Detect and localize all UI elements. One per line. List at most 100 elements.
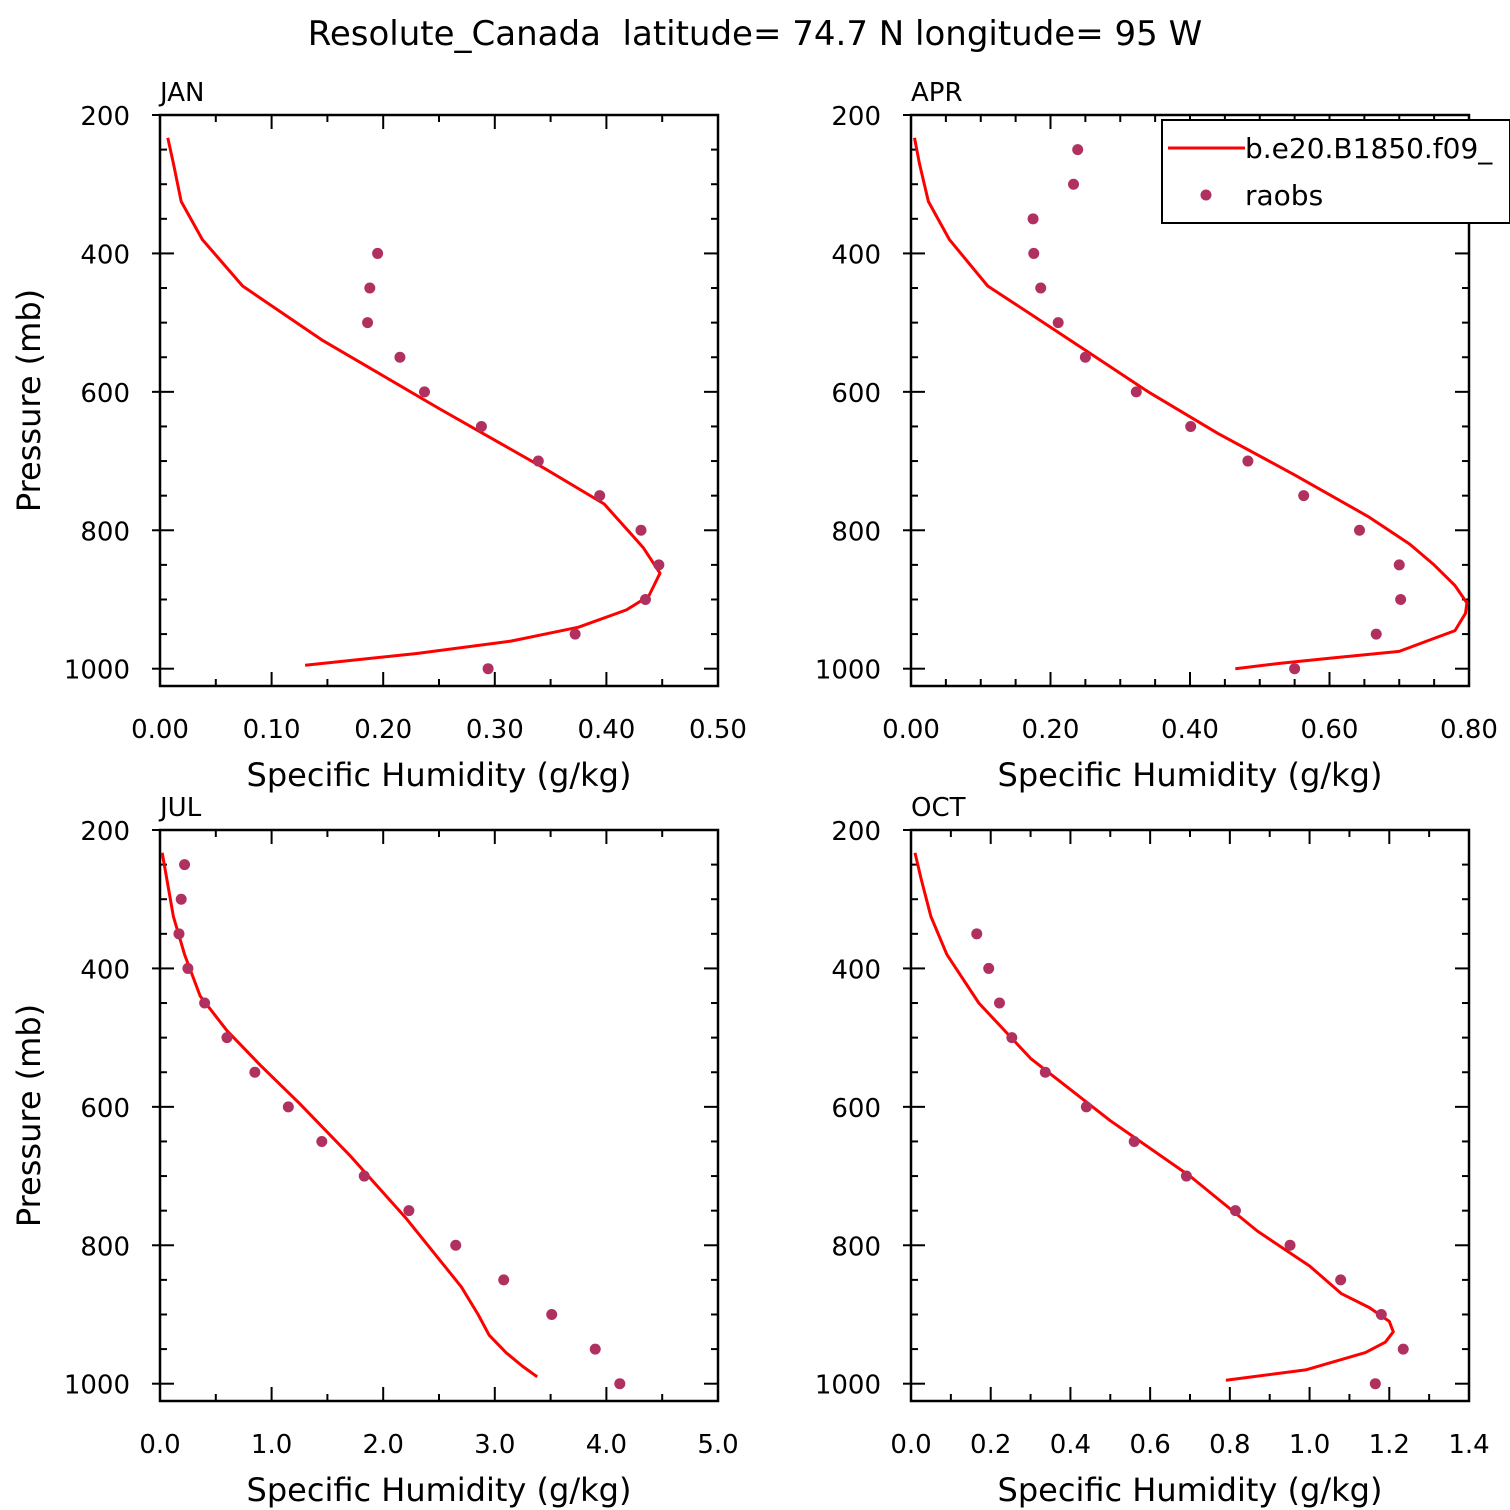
- panel-label-apr: APR: [911, 78, 963, 108]
- raobs-point-oct: [1335, 1274, 1347, 1286]
- x-tick-label: 0.40: [1161, 715, 1219, 745]
- x-tick-label: 0.30: [466, 715, 524, 745]
- y-axis-title-jul: Pressure (mb): [10, 1004, 48, 1227]
- y-axis-title-jan: Pressure (mb): [10, 289, 48, 512]
- panel-jul: JUL 0.0 1.0 2.0 3.0 4.0 5.0 200 400 600 800 1000 Spe…: [10, 793, 739, 1509]
- y-tick-label: 1000: [815, 656, 881, 686]
- raobs-point-jan: [532, 455, 544, 467]
- raobs-point-apr: [1185, 420, 1197, 432]
- x-tick-label: 0.80: [1440, 715, 1498, 745]
- legend-model-label: b.e20.B1850.f09_: [1245, 132, 1493, 165]
- y-tick-label: 200: [80, 817, 130, 847]
- x-tick-label: 4.0: [586, 1430, 627, 1460]
- x-tick-label: 0.4: [1050, 1430, 1091, 1460]
- model-line-jul: [160, 852, 539, 1379]
- raobs-point-jul: [589, 1343, 601, 1355]
- raobs-point-oct: [1006, 1032, 1018, 1044]
- panel-oct: OCT 0.0 0.2 0.4 0.6 0.8 1.0 1.2 1.4 200 400 600 800 1…: [815, 793, 1490, 1509]
- x-axis-title-oct: Specific Humidity (g/kg): [998, 1471, 1383, 1509]
- x-tick-label: 0.20: [354, 715, 412, 745]
- figure-title: Resolute_Canada latitude= 74.7 N longitu…: [308, 14, 1202, 54]
- raobs-point-apr: [1289, 663, 1301, 675]
- raobs-point-oct: [1128, 1135, 1140, 1147]
- y-tick-label: 400: [80, 955, 130, 985]
- x-tick-label: 0.00: [882, 715, 940, 745]
- y-tick-label: 400: [831, 240, 881, 270]
- raobs-point-jul: [450, 1239, 462, 1251]
- raobs-point-oct: [1180, 1170, 1192, 1182]
- x-tick-label: 0.0: [890, 1430, 931, 1460]
- y-tick-label: 1000: [815, 1371, 881, 1401]
- x-tick-label: 1.0: [1289, 1430, 1330, 1460]
- x-tick-label: 1.2: [1369, 1430, 1410, 1460]
- raobs-point-apr: [1072, 144, 1084, 156]
- x-axis-title-apr: Specific Humidity (g/kg): [998, 756, 1383, 794]
- raobs-point-jan: [482, 663, 494, 675]
- raobs-point-apr: [1028, 247, 1040, 259]
- raobs-point-oct: [1284, 1239, 1296, 1251]
- legend-box: [1161, 119, 1510, 224]
- x-tick-label: 0.8: [1209, 1430, 1250, 1460]
- raobs-point-jan: [364, 282, 376, 294]
- raobs-point-jan: [569, 628, 581, 640]
- raobs-point-jan: [362, 317, 374, 329]
- raobs-point-apr: [1298, 490, 1310, 502]
- raobs-point-apr: [1035, 282, 1047, 294]
- raobs-point-apr: [1395, 593, 1407, 605]
- raobs-point-apr: [1052, 317, 1064, 329]
- raobs-point-oct: [1375, 1308, 1387, 1320]
- raobs-point-jul: [182, 962, 194, 974]
- y-tick-label: 800: [80, 517, 130, 547]
- x-tick-label: 0.0: [139, 1430, 180, 1460]
- y-tick-label: 400: [80, 240, 130, 270]
- raobs-point-jul: [498, 1274, 510, 1286]
- raobs-point-apr: [1079, 351, 1091, 363]
- y-tick-label: 200: [831, 817, 881, 847]
- y-tick-label: 200: [831, 102, 881, 132]
- raobs-point-jul: [403, 1205, 415, 1217]
- raobs-point-jan: [639, 593, 651, 605]
- y-tick-label: 800: [831, 517, 881, 547]
- x-tick-label: 0.40: [577, 715, 635, 745]
- raobs-point-jul: [179, 859, 191, 871]
- raobs-point-oct: [1369, 1378, 1381, 1390]
- x-tick-label: 0.50: [689, 715, 747, 745]
- raobs-point-apr: [1353, 524, 1365, 536]
- raobs-point-jul: [316, 1135, 328, 1147]
- panel-label-jul: JUL: [158, 793, 202, 823]
- panel-jan: JAN 0.00 0.10 0.20 0.30 0.40 0.50 200 400 600 800 1…: [10, 78, 747, 794]
- raobs-point-jul: [546, 1308, 558, 1320]
- raobs-point-jul: [358, 1170, 370, 1182]
- y-tick-label: 400: [831, 955, 881, 985]
- x-tick-label: 0.2: [970, 1430, 1011, 1460]
- raobs-point-jan: [394, 351, 406, 363]
- legend-raobs-marker: [1200, 189, 1212, 201]
- raobs-point-oct: [983, 962, 995, 974]
- raobs-point-oct: [1229, 1205, 1241, 1217]
- x-tick-label: 2.0: [363, 1430, 404, 1460]
- y-tick-label: 1000: [64, 656, 130, 686]
- raobs-point-jan: [475, 420, 487, 432]
- y-tick-label: 600: [831, 1094, 881, 1124]
- y-tick-label: 800: [80, 1232, 130, 1262]
- x-tick-label: 5.0: [697, 1430, 738, 1460]
- x-axis-title-jul: Specific Humidity (g/kg): [247, 1471, 632, 1509]
- x-tick-label: 0.60: [1301, 715, 1359, 745]
- raobs-point-jan: [653, 559, 665, 571]
- panel-label-oct: OCT: [911, 793, 966, 823]
- y-tick-label: 600: [80, 379, 130, 409]
- y-tick-label: 1000: [64, 1371, 130, 1401]
- raobs-point-jan: [594, 490, 606, 502]
- raobs-point-oct: [1039, 1066, 1051, 1078]
- plot-frame-jul: [158, 828, 720, 1403]
- y-tick-label: 200: [80, 102, 130, 132]
- x-axis-title-jan: Specific Humidity (g/kg): [247, 756, 632, 794]
- raobs-point-jul: [173, 928, 185, 940]
- y-tick-label: 600: [80, 1094, 130, 1124]
- model-line-jan: [166, 137, 662, 667]
- raobs-point-jan: [635, 524, 647, 536]
- model-line-oct: [913, 852, 1395, 1382]
- raobs-point-oct: [993, 997, 1005, 1009]
- x-tick-label: 0.20: [1022, 715, 1080, 745]
